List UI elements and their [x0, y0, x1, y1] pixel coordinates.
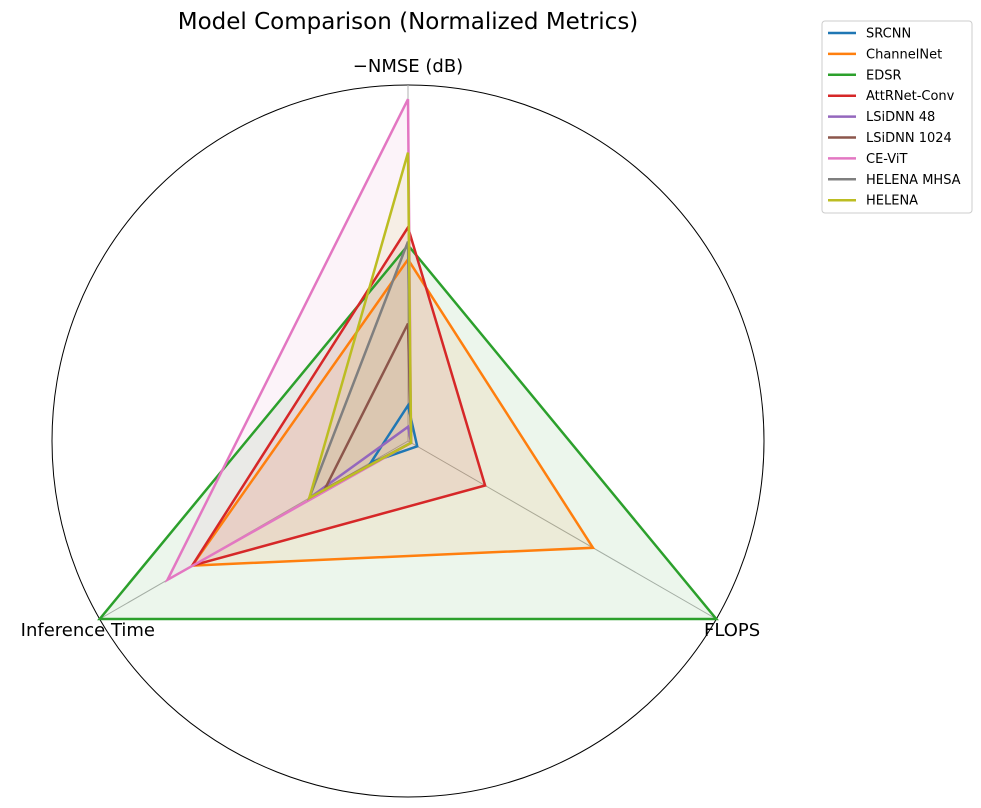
chart-title: Model Comparison (Normalized Metrics)	[178, 9, 639, 35]
legend: SRCNN ChannelNet EDSR AttRNet-Conv LSiDNN 48…	[821, 20, 973, 214]
legend-frame	[821, 20, 973, 214]
series-line	[189, 224, 487, 568]
axis-spoke	[407, 440, 717, 620]
legend-label: CE-ViT	[866, 152, 907, 167]
series-line	[367, 402, 419, 465]
legend-label: HELENA	[866, 194, 918, 209]
legend-label: HELENA MHSA	[866, 173, 961, 188]
series-line	[97, 243, 719, 621]
legend-label: AttRNet-Conv	[866, 89, 955, 104]
legend-label: LSiDNN 48	[866, 110, 935, 125]
legend-label: LSiDNN 1024	[866, 131, 952, 146]
series-fill	[192, 259, 593, 566]
legend-label: EDSR	[866, 68, 902, 83]
legend-label: SRCNN	[866, 27, 911, 42]
axis-label-flops: FLOPS	[704, 620, 760, 641]
series-lines	[97, 98, 719, 621]
axis-label-nmse: −NMSE (dB)	[353, 56, 463, 77]
series-line	[307, 152, 413, 501]
legend-label: ChannelNet	[866, 47, 942, 62]
series-line	[189, 257, 596, 567]
axis-label-inference-time: Inference Time	[21, 620, 155, 641]
